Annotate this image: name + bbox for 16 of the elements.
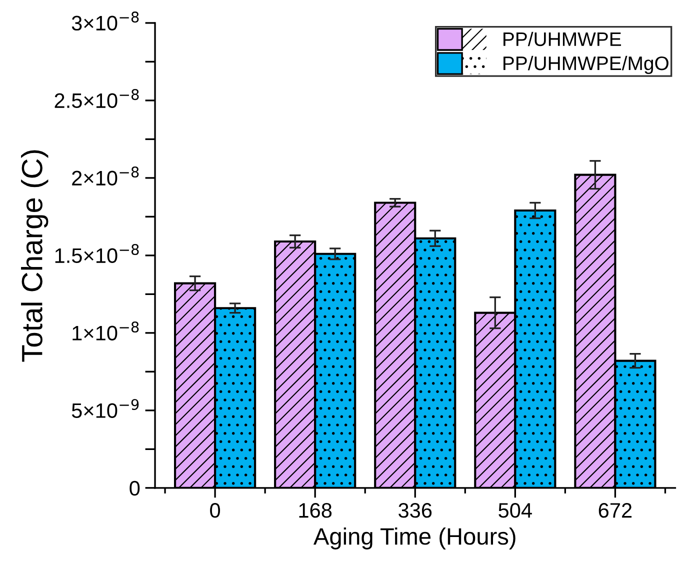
legend-label: PP/UHMWPE/MgO	[504, 56, 668, 74]
x-tick-label: 0	[210, 503, 220, 518]
x-tick-label: 504	[498, 503, 532, 518]
legend-label: PP/UHMWPE	[504, 32, 622, 46]
x-tick-label: 672	[598, 503, 632, 518]
y-axis-title: Total Charge (C)	[21, 150, 48, 362]
x-tick-label: 168	[299, 503, 332, 518]
y-tick-label: 2×10$^{−8}$	[72, 166, 139, 186]
y-tick-label: 2.5×10$^{−8}$	[54, 89, 139, 108]
x-axis-title: Aging Time (Hours)	[313, 527, 516, 550]
y-tick-label: 0	[130, 480, 140, 496]
x-tick-label: 336	[398, 503, 432, 518]
y-tick-label: 1×10$^{−8}$	[72, 322, 139, 341]
y-tick-label: 3×10$^{−8}$	[72, 12, 139, 31]
y-tick-label: 5×10$^{−9}$	[72, 399, 139, 418]
y-tick-label: 1.5×10$^{−8}$	[55, 244, 139, 264]
